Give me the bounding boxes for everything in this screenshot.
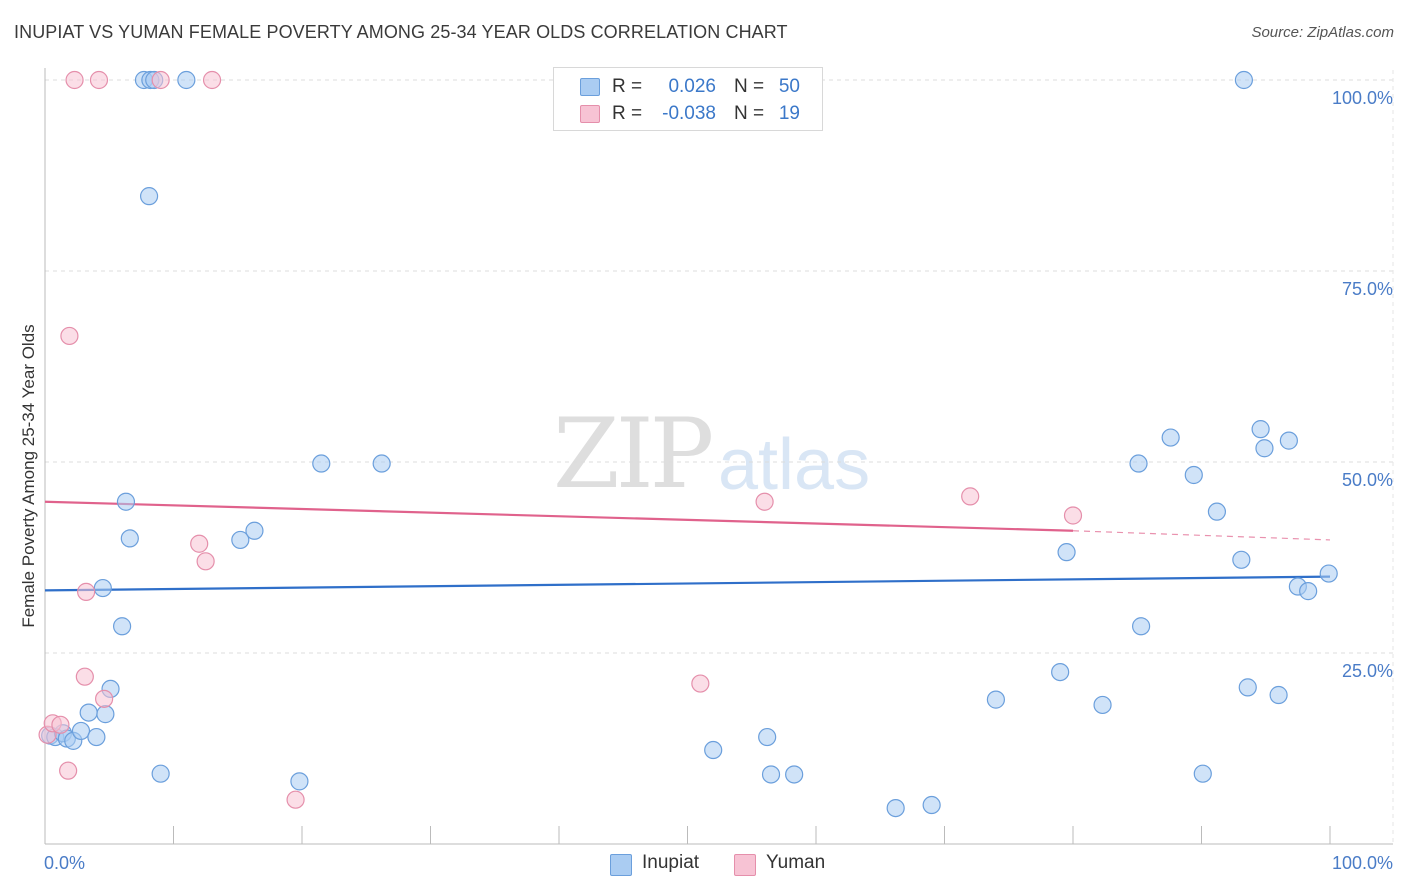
inupiat-point-32 (1057, 543, 1076, 562)
yuman-trend-extension (1072, 530, 1331, 541)
axis-labels: 25.0% 50.0% 75.0% 100.0% 0.0% 100.0% Female Po… (19, 88, 1393, 873)
legend-r-label: R = (612, 103, 643, 124)
inupiat-point-39 (1193, 764, 1212, 783)
bottom-legend-label-yuman: Yuman (766, 852, 826, 873)
inupiat-point-40 (1207, 502, 1227, 521)
legend-r-label: R = (612, 76, 643, 97)
inupiat-point-26 (758, 727, 777, 747)
inupiat-point-27 (761, 765, 781, 784)
inupiat-point-36 (1132, 617, 1151, 636)
inupiat-point-45 (1255, 439, 1274, 458)
bottom-legend-label-inupiat: Inupiat (642, 852, 700, 873)
inupiat-point-24 (372, 454, 391, 473)
inupiat-point-29 (886, 798, 905, 818)
correlation-legend: R = 0.026 N = 50 R = -0.038 N = 19 (553, 67, 823, 131)
yuman-point-2 (51, 715, 70, 734)
inupiat-point-11 (112, 617, 132, 636)
yuman-point-4 (65, 70, 84, 90)
inupiat-point-7 (87, 727, 106, 747)
data-points (38, 70, 1338, 818)
axes (44, 68, 1393, 845)
legend-swatch-inupiat (580, 78, 600, 96)
inupiat-point-44 (1251, 420, 1270, 439)
inupiat-point-6 (79, 703, 98, 722)
inupiat-point-33 (1051, 662, 1070, 682)
inupiat-point-46 (1269, 685, 1288, 705)
bottom-legend-swatch-yuman (734, 854, 756, 876)
yuman-point-7 (89, 70, 109, 90)
yuman-point-6 (77, 582, 96, 601)
inupiat-point-43 (1238, 678, 1257, 697)
inupiat-point-23 (312, 454, 331, 473)
legend-row-inupiat: R = 0.026 N = 50 (554, 73, 822, 101)
yuman-point-9 (151, 70, 170, 90)
legend-n-value: 19 (778, 103, 800, 124)
inupiat-point-30 (922, 795, 941, 815)
y-tick-label-50: 50.0% (1342, 470, 1393, 490)
chart-title: INUPIAT VS YUMAN FEMALE POVERTY AMONG 25… (14, 22, 788, 42)
yuman-point-18 (1063, 506, 1083, 525)
legend-r-value: 0.026 (668, 76, 716, 97)
inupiat-point-21 (245, 521, 264, 540)
x-tick-label-0: 0.0% (44, 853, 85, 873)
inupiat-point-38 (1184, 465, 1203, 485)
legend-r-value: -0.038 (662, 103, 716, 124)
source-label: Source: ZipAtlas.com (1251, 24, 1394, 41)
grid-lines (45, 70, 1395, 844)
yuman-point-17 (961, 487, 980, 506)
inupiat-point-35 (1129, 454, 1148, 473)
yuman-trend-line (44, 500, 1074, 532)
y-tick-label-100: 100.0% (1332, 88, 1393, 108)
watermark-zip: ZIP (553, 398, 714, 510)
inupiat-point-50 (1319, 564, 1338, 583)
yuman-point-14 (286, 790, 305, 809)
yuman-point-15 (691, 674, 710, 693)
yuman-point-13 (60, 326, 79, 346)
inupiat-point-8 (93, 578, 112, 598)
inupiat-point-18 (151, 764, 170, 783)
inupiat-point-13 (120, 529, 139, 548)
inupiat-point-19 (177, 70, 196, 90)
yuman-point-11 (196, 552, 215, 571)
inupiat-point-12 (116, 492, 136, 511)
yuman-point-12 (202, 70, 222, 90)
legend-n-value: 50 (778, 76, 800, 97)
inupiat-trend-line (44, 575, 1331, 592)
watermark-atlas: atlas (718, 425, 871, 505)
inupiat-point-5 (71, 721, 91, 741)
yuman-point-10 (190, 534, 209, 553)
inupiat-point-31 (986, 690, 1006, 709)
inupiat-point-22 (290, 772, 309, 791)
yuman-point-3 (59, 761, 78, 780)
inupiat-point-47 (1279, 431, 1298, 450)
trend-lines (44, 500, 1331, 592)
inupiat-point-42 (1234, 70, 1254, 90)
inupiat-point-20 (231, 530, 250, 550)
inupiat-point-28 (785, 765, 804, 784)
legend-n-label: N = (734, 103, 765, 124)
yuman-point-5 (75, 667, 94, 686)
inupiat-point-49 (1299, 582, 1318, 601)
yuman-point-8 (95, 689, 114, 708)
y-tick-label-75: 75.0% (1342, 279, 1393, 299)
inupiat-point-34 (1093, 695, 1112, 715)
bottom-legend-swatch-inupiat (610, 854, 632, 876)
legend-n-label: N = (734, 76, 765, 97)
x-tick-label-100: 100.0% (1332, 853, 1393, 873)
inupiat-point-41 (1232, 550, 1251, 569)
inupiat-point-17 (139, 187, 159, 206)
inupiat-point-37 (1161, 428, 1180, 447)
inupiat-point-9 (96, 705, 115, 724)
inupiat-point-25 (704, 740, 723, 760)
y-tick-label-25: 25.0% (1342, 661, 1393, 681)
legend-swatch-yuman (580, 105, 600, 123)
yuman-point-16 (755, 492, 774, 511)
y-axis-title: Female Poverty Among 25-34 Year Olds (19, 324, 38, 627)
legend-row-yuman: R = -0.038 N = 19 (554, 100, 822, 128)
